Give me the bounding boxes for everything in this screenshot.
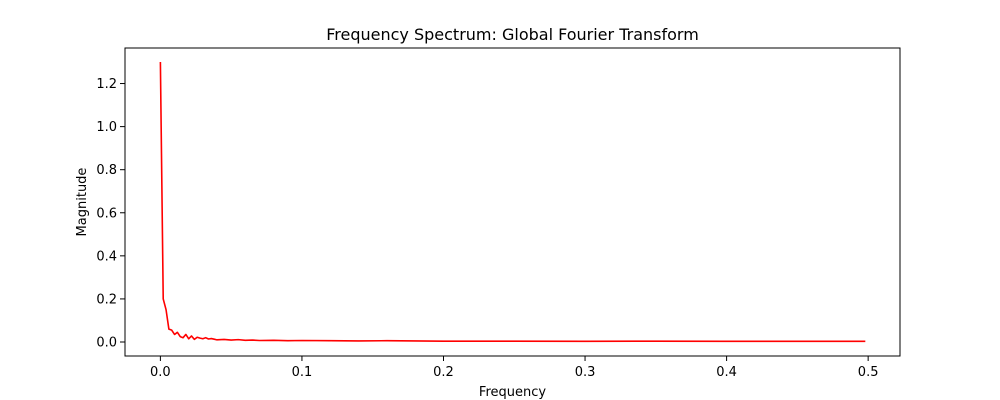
x-tick-label: 0.2 <box>433 365 454 380</box>
y-tick-label: 1.2 <box>96 77 117 92</box>
x-axis-label: Frequency <box>479 385 546 400</box>
x-axis: 0.0 0.1 0.2 0.3 0.4 0.5 <box>150 356 878 380</box>
y-tick-label: 0.4 <box>96 249 117 264</box>
series-layer <box>159 61 866 343</box>
x-tick-label: 0.5 <box>858 365 879 380</box>
y-tick-label: 0.6 <box>96 206 117 221</box>
y-tick-label: 0.0 <box>96 336 117 351</box>
x-tick-label: 0.4 <box>716 365 737 380</box>
x-tick-label: 0.1 <box>292 365 313 380</box>
plot-area <box>124 47 901 357</box>
y-axis-label: Magnitude <box>75 168 90 237</box>
y-tick-label: 0.2 <box>96 292 117 307</box>
y-axis: 0.0 0.2 0.4 0.6 0.8 1.0 1.2 <box>96 77 125 351</box>
y-tick-label: 0.8 <box>96 163 117 178</box>
chart-title: Frequency Spectrum: Global Fourier Trans… <box>326 25 699 44</box>
x-tick-label: 0.0 <box>150 365 171 380</box>
y-tick-label: 1.0 <box>96 120 117 135</box>
x-tick-label: 0.3 <box>575 365 596 380</box>
series-line <box>159 61 866 343</box>
